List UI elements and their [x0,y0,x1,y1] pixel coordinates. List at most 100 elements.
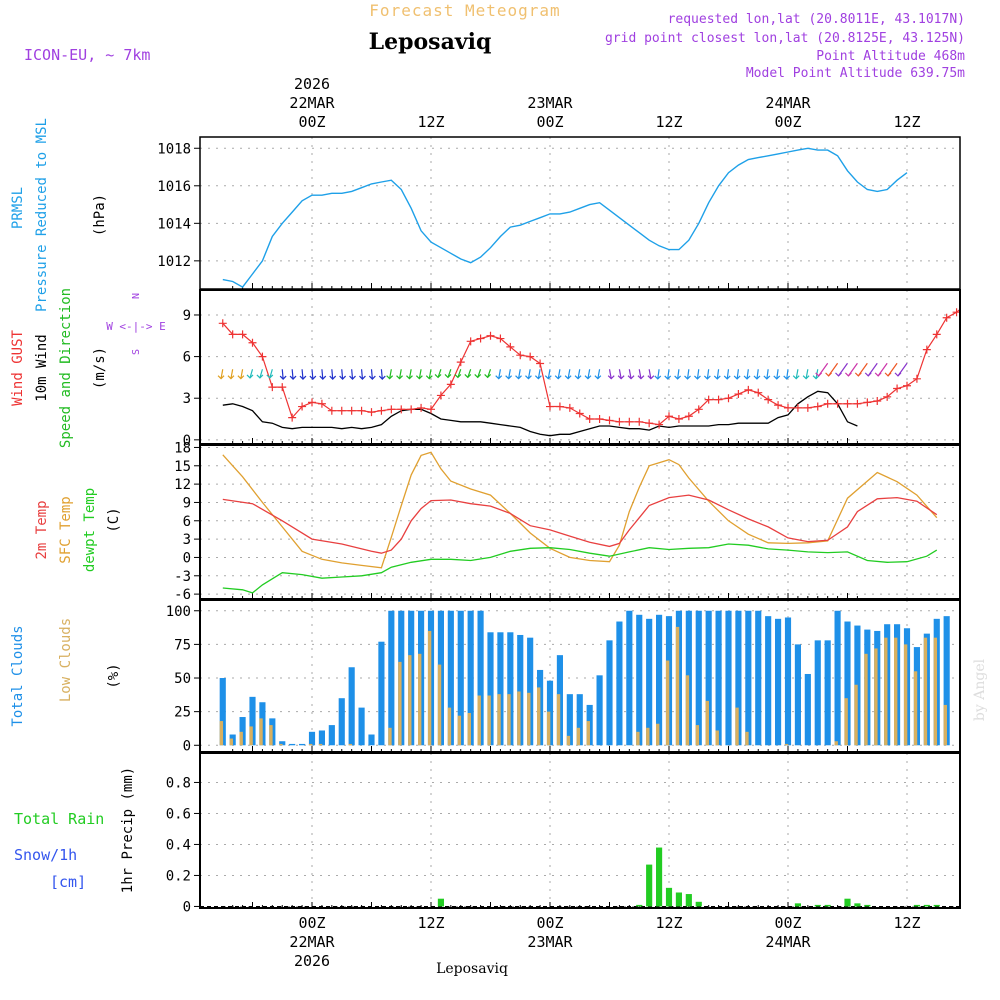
low-cloud-bar [259,718,263,746]
total-cloud-bar [943,616,950,746]
wind-arrow [677,369,680,379]
gust-marker [308,398,316,407]
ytick-label: 6 [183,514,191,530]
wind-arrow-head [368,375,376,380]
wind-arrow-head [812,375,820,380]
wind-arrow [418,369,422,379]
wind-arrow-head [733,375,741,380]
total-cloud-bar [715,610,722,746]
gust-marker [466,337,475,346]
gust-marker [813,402,822,411]
wind-arrow-head [396,375,403,380]
point-altitude: Point Altitude 468m [816,49,965,64]
gust-marker [645,419,654,428]
total-cloud-bar [487,632,494,746]
total-cloud-bar [606,640,613,746]
low-cloud-bar [943,704,947,746]
wind-unit: (m/s) [92,347,108,389]
bottom-tick-label: 12Z [893,914,920,932]
low-cloud-bar [398,661,402,746]
gust-marker [387,405,396,414]
gust-marker [565,403,574,412]
top-tick-label: 12Z [417,113,444,131]
gust-marker [367,408,376,417]
wind-arrow [648,369,652,379]
wind-arrow-head [464,374,472,379]
wind-arrow [746,369,749,379]
requested-coords: requested lon,lat (20.8011E, 43.1017N) [668,12,965,27]
top-tick-label: 22MAR [289,94,335,112]
wind-arrow [380,369,383,380]
panel-3: 0 25 50 75 100 [166,600,960,754]
wind-arrow [547,369,551,379]
low-cloud-bar [903,644,908,746]
low-cloud-bar [874,648,878,746]
wind-arrow [597,369,601,379]
wind-arrow-head [743,375,751,380]
pressure-label-2: Pressure Reduced to MSL [34,118,50,312]
rain-bar [814,904,821,907]
clouds-unit: (%) [106,663,122,688]
wind-arrow-head [584,375,592,380]
low-cloud-bar [923,637,928,746]
gust-marker [823,399,832,408]
gust-marker [942,313,951,322]
low-cloud-bar [685,675,690,746]
panel-2: -6 -3 0 3 6 9 12 15 18 [174,440,960,603]
wind-arrow [240,369,244,379]
total-cloud-bar [626,610,633,746]
rain-bar [794,903,801,907]
rain-bar [646,864,653,907]
gust-marker [268,383,277,392]
pressure-label-1: PRMSL [10,187,26,229]
total-cloud-bar [735,610,742,746]
panel-2-plot [222,451,938,594]
wind10m-label: 10m Wind [34,334,50,401]
bottom-tick-label: 23MAR [527,933,573,951]
wind-arrow-head [554,375,562,380]
gust-marker [684,412,693,421]
wind-arrow-head [564,375,572,380]
ytick-label: 1016 [157,179,191,195]
total-cloud-bar [219,678,226,746]
wind-arrow-head [525,375,532,380]
low-cloud-bar [467,712,471,746]
wind-arrow [667,369,670,379]
product-title: Forecast Meteogram [369,1,560,20]
total-cloud-bar [765,616,772,746]
bottom-tick-label: 12Z [417,914,444,932]
rain-bar [636,904,643,907]
low-clouds-label: Low Clouds [58,618,74,702]
ytick-label: 18 [174,440,191,456]
total-rain-label: Total Rain [14,810,104,828]
wind-arrow [517,369,521,379]
gust-marker [288,413,297,422]
low-cloud-bar [834,741,838,746]
low-cloud-bar [447,707,452,746]
temp-unit: (C) [106,507,122,532]
total-cloud-bar [794,644,801,746]
panel-4: 0 0.2 0.4 0.6 0.8 [166,753,960,915]
wind-arrow [508,369,511,379]
wind-arrow [249,369,254,379]
low-cloud-bar [418,653,422,746]
top-tick-label: 23MAR [527,94,573,112]
pressure-unit: (hPa) [92,194,108,236]
pressure-panel-labels: PRMSL Pressure Reduced to MSL (hPa) [10,118,108,312]
gust-marker [298,402,307,411]
total-cloud-bar [814,640,821,746]
rain-bar [685,894,692,907]
total-cloud-bar [725,610,732,746]
sfc-temp-line [222,451,938,569]
low-cloud-bar [487,695,491,746]
temp-panel-labels: 2m Temp SFC Temp dewpt Temp (C) [34,488,122,572]
panel-0-plot [222,147,908,289]
total-cloud-bar [328,725,335,746]
gust-marker [803,403,812,412]
wind-panel-labels: Wind GUST 10m Wind Speed and Direction (… [10,288,166,448]
panel-frame-0 [199,136,961,290]
wind-arrow [259,369,263,379]
wind-arrow-head [406,375,413,380]
wind-arrow-head [835,372,842,377]
low-cloud-bar [636,731,640,746]
